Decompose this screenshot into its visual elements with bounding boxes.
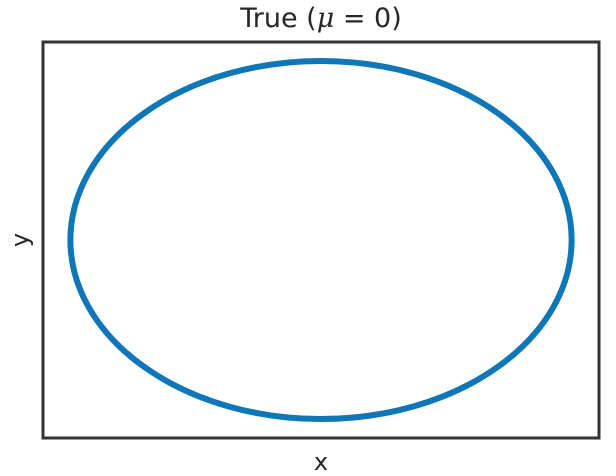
chart-title: True (μ = 0) [42,2,600,36]
series-layer [67,57,575,423]
plot-frame [41,40,601,440]
chart-title-prefix: True ( [240,3,317,34]
chart-title-suffix: = 0) [334,3,402,34]
series-line-0 [67,57,575,423]
x-axis-label: x [314,448,328,476]
chart-title-mu: μ [316,3,335,34]
y-axis-label: y [6,233,34,247]
